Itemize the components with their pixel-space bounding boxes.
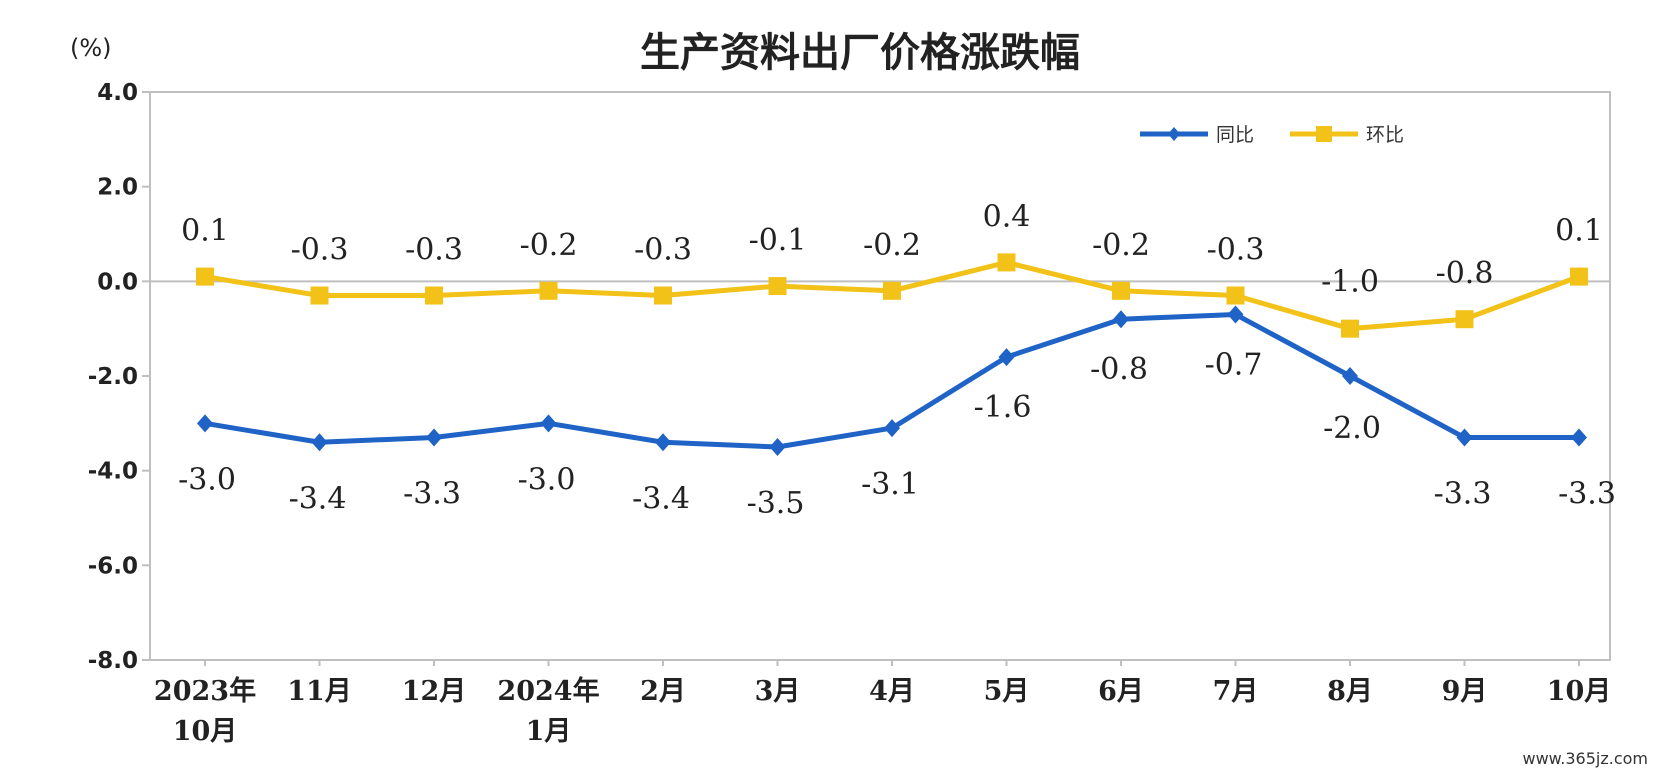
data-label: -3.5 <box>747 486 805 521</box>
data-label: -0.8 <box>1090 352 1148 387</box>
legend-label: 环比 <box>1366 124 1404 146</box>
series-point <box>1113 310 1129 329</box>
data-label: -1.6 <box>974 390 1032 425</box>
y-axis-unit: (%) <box>70 34 112 62</box>
x-tick-label: 2月 <box>640 676 686 707</box>
series-point <box>654 286 672 305</box>
x-tick-label: 11月 <box>287 676 352 707</box>
legend-label: 同比 <box>1216 124 1254 146</box>
data-label: -0.7 <box>1205 347 1263 382</box>
series-point <box>768 277 787 296</box>
data-label: -0.3 <box>405 233 463 268</box>
y-tick-label: 4.0 <box>97 80 138 106</box>
series-point <box>426 428 442 447</box>
x-tick-label: 3月 <box>755 676 801 707</box>
x-tick-label: 10月 <box>1547 676 1612 707</box>
series-point <box>539 281 558 300</box>
series-point <box>311 433 328 452</box>
x-tick-label: 8月 <box>1327 676 1373 707</box>
data-label: 0.1 <box>1555 214 1603 249</box>
y-tick-label: -4.0 <box>88 459 138 485</box>
y-axis: 4.0 2.0 0.0 -2.0 -4.0 -6.0 -8.0 <box>88 80 1610 674</box>
data-label: -3.0 <box>178 462 236 497</box>
data-label: -0.3 <box>1207 233 1265 268</box>
data-label: -0.2 <box>1092 228 1150 263</box>
data-label: -0.1 <box>749 223 807 258</box>
series-point <box>1341 319 1359 338</box>
data-label: -3.4 <box>289 481 347 516</box>
legend: 同比 环比 <box>1140 124 1404 146</box>
x-tick-label: 6月 <box>1098 676 1144 707</box>
series-point <box>655 433 671 452</box>
x-tick-label: 5月 <box>984 676 1030 707</box>
y-tick-label: 0.0 <box>97 269 138 295</box>
legend-marker <box>1316 126 1332 142</box>
x-tick-label: 2023年 <box>154 675 256 707</box>
data-label: -0.3 <box>291 233 349 268</box>
series-point <box>1226 286 1245 305</box>
series-point <box>997 253 1016 272</box>
x-tick-label: 9月 <box>1442 676 1488 707</box>
data-label: -0.8 <box>1436 256 1494 291</box>
series-point <box>1570 267 1588 286</box>
series-point <box>1455 310 1474 329</box>
data-label: -3.1 <box>861 467 919 502</box>
data-labels: -3.0 -3.4 -3.3 -3.0 -3.4 -3.5 -3.1 -1.6 -0.8 -0.7… <box>178 199 1616 521</box>
x-tick-label: 4月 <box>869 676 915 707</box>
data-label: 0.4 <box>983 199 1031 234</box>
data-label: -0.2 <box>520 228 578 263</box>
series-point <box>197 414 213 433</box>
series-point <box>540 414 557 433</box>
data-label: -2.0 <box>1323 411 1381 446</box>
series-point <box>1227 305 1244 324</box>
series-point <box>998 348 1015 367</box>
series-point <box>884 419 900 438</box>
data-label: -0.2 <box>863 228 921 263</box>
plot-frame <box>149 91 1611 661</box>
series-point <box>1456 428 1473 447</box>
x-tick-label: 10月 <box>173 716 238 747</box>
y-tick-label: -8.0 <box>88 648 138 674</box>
y-tick-label: -2.0 <box>88 364 138 390</box>
series-point <box>883 281 901 300</box>
data-label: -3.0 <box>518 462 576 497</box>
data-label: -1.0 <box>1321 265 1379 300</box>
x-tick-label: 1月 <box>526 716 572 747</box>
x-tick-label: 2024年 <box>497 675 599 707</box>
y-tick-label: -6.0 <box>88 553 138 579</box>
series-point <box>769 438 786 456</box>
watermark: www.365jz.com <box>1522 749 1648 768</box>
data-label: -3.3 <box>1558 477 1616 512</box>
data-label: -3.3 <box>403 477 461 512</box>
series-point <box>1571 428 1587 447</box>
series-point <box>196 267 214 286</box>
legend-marker <box>1168 127 1180 141</box>
data-label: 0.1 <box>181 214 229 249</box>
series-point <box>1342 367 1358 385</box>
series-point <box>425 286 443 305</box>
x-axis: 2023年 10月 11月 12月 2024年 1月 2月 3月 4月 5月 6月 7月 8月 9月 10月 <box>154 660 1611 747</box>
data-label: -3.3 <box>1434 477 1492 512</box>
x-tick-label: 12月 <box>402 676 467 707</box>
series-point <box>310 286 329 305</box>
data-label: -0.3 <box>634 233 692 268</box>
data-label: -3.4 <box>632 481 690 516</box>
y-tick-label: 2.0 <box>97 175 138 201</box>
chart-title: 生产资料出厂价格涨跌幅 <box>640 30 1080 76</box>
x-tick-label: 7月 <box>1213 676 1259 707</box>
series-point <box>1112 281 1130 300</box>
series-layer <box>196 253 1588 456</box>
